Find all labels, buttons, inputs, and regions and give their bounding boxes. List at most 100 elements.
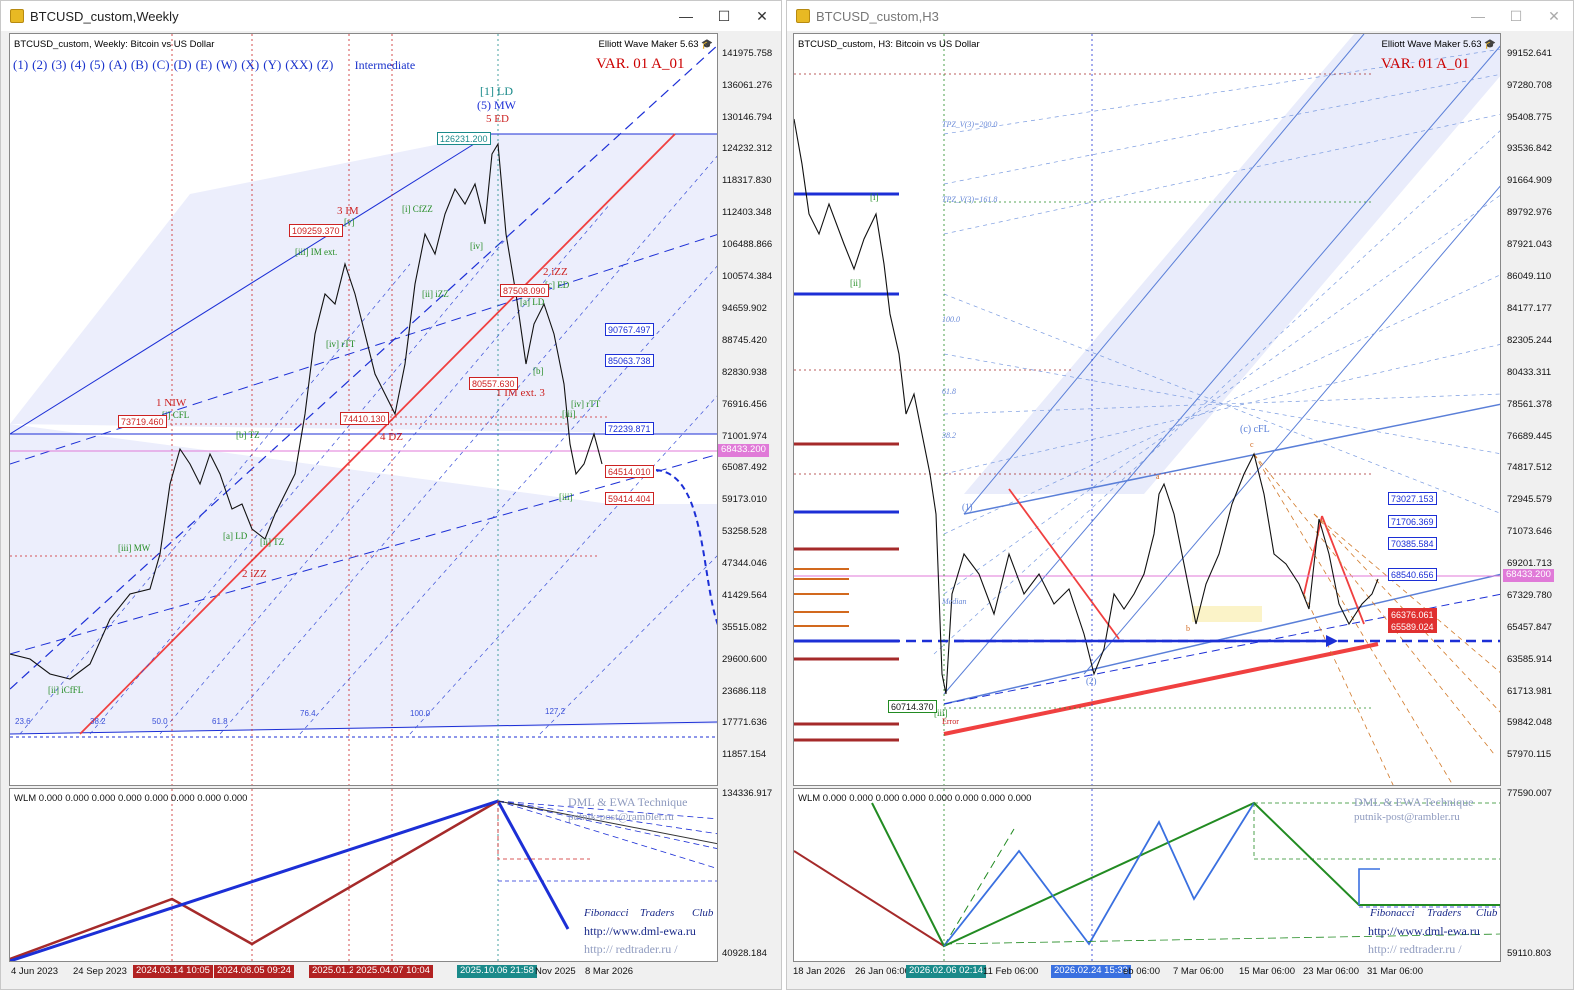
price-level-box: 65589.024 — [1388, 620, 1437, 633]
svg-text:50.0: 50.0 — [152, 717, 168, 726]
price-tick: 100574.384 — [722, 271, 773, 282]
main-chart-area[interactable]: 23.6 38.2 50.0 61.8 76.4 100.0 127.2 BTCUSD_c… — [9, 33, 718, 786]
time-label: 11 Feb 06:00 — [983, 966, 1039, 977]
price-level-box: 68540.656 — [1388, 568, 1437, 581]
price-scale[interactable]: 99152.641 97280.708 95408.775 93536.842 … — [1501, 33, 1573, 786]
level-box: 74410.130 — [340, 412, 389, 425]
price-tick: 65457.847 — [1507, 622, 1552, 633]
graduation-cap-icon: 🎓 — [701, 39, 713, 50]
indicator-subwindow[interactable]: WLM 0.000 0.000 0.000 0.000 0.000 0.000 … — [9, 788, 718, 962]
indicator-tick: 40928.184 — [722, 948, 767, 959]
wave-label: [b] — [533, 366, 544, 376]
degree-4-button[interactable]: (4) — [70, 57, 86, 72]
price-tick: 67329.780 — [1507, 590, 1552, 601]
price-tick: 72945.579 — [1507, 494, 1552, 505]
price-tick: 69201.713 — [1507, 558, 1552, 569]
degree-xx-button[interactable]: (XX) — [285, 57, 313, 72]
degree-x-button[interactable]: (X) — [241, 57, 260, 72]
current-price-tag: 68433.200 — [1503, 569, 1554, 582]
wave-label: [ii] — [850, 278, 861, 288]
degree-y-button[interactable]: (Y) — [263, 57, 282, 72]
time-label: 8 Mar 2026 — [585, 966, 634, 977]
degree-d-button[interactable]: (D) — [173, 57, 192, 72]
price-level-box: 85063.738 — [605, 354, 654, 367]
degree-c-button[interactable]: (C) — [152, 57, 170, 72]
svg-text:100.0: 100.0 — [942, 315, 960, 324]
price-tick: 47344.046 — [722, 558, 767, 569]
wave-label: [iii] — [934, 708, 948, 718]
time-axis[interactable]: 4 Jun 2023 24 Sep 2023 2024.03.14 10:05 … — [9, 964, 718, 982]
price-tick: 59842.048 — [1507, 717, 1552, 728]
level-box: 80557.630 — [469, 377, 518, 390]
degree-5-button[interactable]: (5) — [89, 57, 105, 72]
wave-label: [c] ED — [545, 280, 570, 290]
wave-degree-buttons[interactable]: (1) (2) (3) (4) (5) (A) (B) (C) (D) (E) (W) (X) (Y)(… — [13, 57, 419, 73]
wave-label: 5 ED — [486, 113, 509, 125]
symbol-description: BTCUSD_custom, H3: Bitcoin vs US Dollar — [798, 39, 980, 50]
wave-label: 1 NIW — [156, 397, 187, 409]
indicator-scale: 134336.917 40928.184 — [718, 788, 782, 962]
time-label: 26 Jan 06:00 — [855, 966, 910, 977]
price-level-box: 71706.369 — [1388, 515, 1437, 528]
degree-name: Intermediate — [354, 58, 416, 72]
maximize-button[interactable]: ☐ — [717, 7, 731, 24]
degree-a-button[interactable]: (A) — [108, 57, 127, 72]
minimize-button[interactable]: — — [1471, 8, 1485, 24]
wave-label: [iii] MW — [118, 543, 151, 553]
watermark-text: DML & EWA Technique — [568, 795, 688, 809]
watermark-text: Fibonacci — [584, 907, 629, 919]
minimize-button[interactable]: — — [679, 8, 693, 24]
window-titlebar[interactable]: BTCUSD_custom,H3 — ☐ ✕ — [787, 1, 1573, 31]
price-tick: 86049.110 — [1507, 271, 1552, 282]
price-tick: 112403.348 — [722, 207, 772, 218]
svg-text:23.6: 23.6 — [15, 717, 31, 726]
price-tick: 23686.118 — [722, 686, 767, 697]
indicator-subwindow[interactable]: WLM 0.000 0.000 0.000 0.000 0.000 0.000 … — [793, 788, 1501, 962]
price-tick: 82830.938 — [722, 367, 767, 378]
watermark-text: putnik-post@rambler.ru — [1354, 811, 1460, 823]
wave-label: [iii] IM ext. — [295, 247, 338, 257]
time-tag: 2026.02.06 02:14 — [906, 965, 986, 978]
time-axis[interactable]: 18 Jan 2026 26 Jan 06:00 2026.02.06 02:1… — [793, 964, 1501, 982]
indicator-scale: 77590.007 59110.803 — [1501, 788, 1573, 962]
degree-2-button[interactable]: (2) — [32, 57, 48, 72]
symbol-description: BTCUSD_custom, Weekly: Bitcoin vs US Dol… — [14, 39, 215, 50]
time-label: 7 Mar 06:00 — [1173, 966, 1224, 977]
current-price-tag: 68433.200 — [718, 444, 769, 457]
watermark-text: http://www.dml-ewa.ru — [1368, 924, 1480, 938]
watermark-text: Traders — [640, 907, 675, 919]
wave-label: [iv] — [470, 241, 483, 251]
variant-label: VAR. 01 A_01 — [1381, 56, 1470, 72]
watermark-text: Club — [692, 907, 714, 919]
svg-text:TPZ_V(3)=161.8: TPZ_V(3)=161.8 — [942, 195, 997, 204]
h3-chart-window[interactable]: BTCUSD_custom,H3 — ☐ ✕ — [786, 0, 1574, 990]
degree-z-button[interactable]: (Z) — [316, 57, 334, 72]
time-label: 23 Mar 06:00 — [1303, 966, 1359, 977]
close-button[interactable]: ✕ — [1548, 7, 1560, 24]
price-level-box: 73027.153 — [1388, 492, 1437, 505]
time-tag: 2025.10.06 21:58 — [457, 965, 537, 978]
window-title: BTCUSD_custom,H3 — [816, 8, 939, 24]
maximize-button[interactable]: ☐ — [1509, 7, 1523, 24]
degree-b-button[interactable]: (B) — [130, 57, 149, 72]
degree-1-button[interactable]: (1) — [13, 57, 29, 72]
svg-text:127.2: 127.2 — [545, 707, 566, 716]
degree-3-button[interactable]: (3) — [51, 57, 67, 72]
wave-label: c — [1250, 440, 1254, 449]
wave-label: 2 iZZ — [543, 266, 568, 278]
svg-text:61.8: 61.8 — [212, 717, 228, 726]
price-tick: 29600.600 — [722, 654, 767, 665]
price-tick: 11857.154 — [722, 749, 767, 760]
degree-w-button[interactable]: (W) — [216, 57, 238, 72]
degree-e-button[interactable]: (E) — [195, 57, 213, 72]
weekly-chart-window[interactable]: BTCUSD_custom,Weekly — ☐ ✕ — [0, 0, 782, 990]
close-button[interactable]: ✕ — [756, 7, 768, 24]
price-tick: 41429.564 — [722, 590, 767, 601]
weekly-chart-drawing: 23.6 38.2 50.0 61.8 76.4 100.0 127.2 — [10, 34, 717, 785]
price-tick: 71001.974 — [722, 431, 767, 442]
h3-chart-drawing: TPZ_V(3)=200.0 TPZ_V(3)=161.8 100.0 61.8 38… — [794, 34, 1500, 785]
window-titlebar[interactable]: BTCUSD_custom,Weekly — ☐ ✕ — [1, 1, 781, 31]
wave-label: 2 iZZ — [242, 568, 267, 580]
main-chart-area[interactable]: TPZ_V(3)=200.0 TPZ_V(3)=161.8 100.0 61.8 38… — [793, 33, 1501, 786]
price-scale[interactable]: 141975.758 136061.276 130146.794 124232.… — [718, 33, 782, 786]
